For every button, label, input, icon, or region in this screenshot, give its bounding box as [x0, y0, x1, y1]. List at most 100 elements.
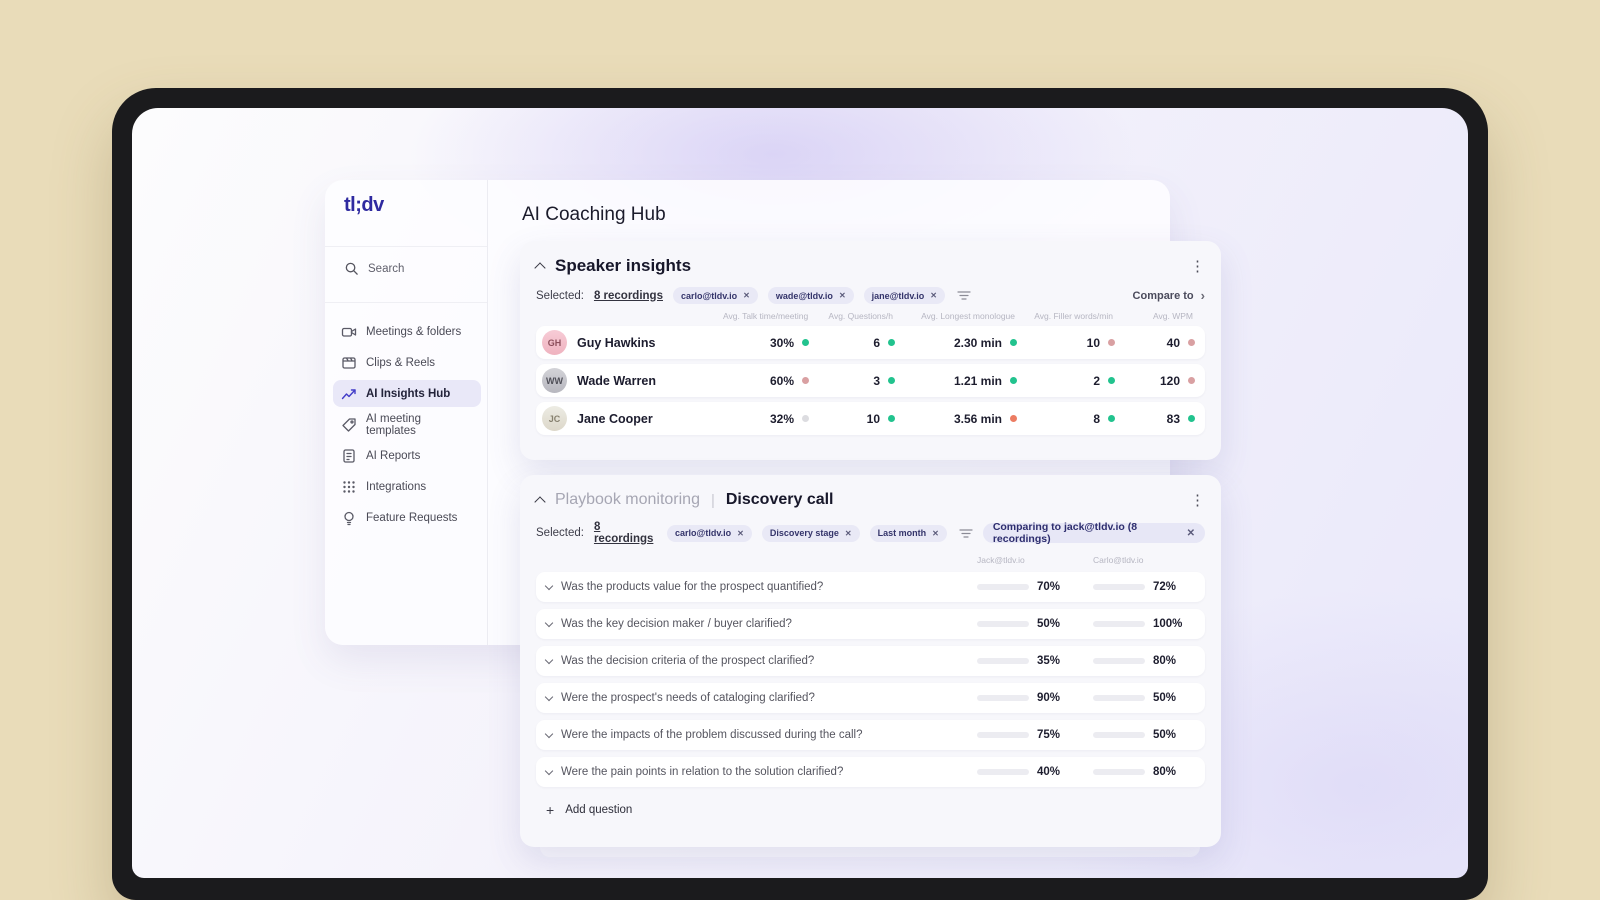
- column-header: Avg. Talk time/meeting: [723, 311, 809, 321]
- status-dot: [1108, 339, 1115, 346]
- sidebar-item-clips-reels[interactable]: Clips & Reels: [333, 349, 481, 376]
- table-row[interactable]: JC Jane Cooper 32% 10 3.56 min 8 83: [536, 402, 1205, 435]
- expand-chevron-icon[interactable]: [544, 729, 554, 738]
- filter-chip[interactable]: Discovery stage ✕: [761, 524, 860, 542]
- expand-chevron-icon[interactable]: [544, 766, 554, 775]
- add-question-button[interactable]: + Add question: [536, 795, 1205, 825]
- percentage-value: 100%: [1153, 618, 1183, 630]
- template-tag-icon: [341, 417, 357, 433]
- percentage-value: 72%: [1153, 581, 1177, 593]
- search-input[interactable]: Search: [344, 261, 404, 276]
- chip-label: jane@tldv.io: [871, 290, 925, 301]
- question-row[interactable]: Were the impacts of the problem discusse…: [536, 720, 1205, 750]
- status-dot: [1010, 377, 1017, 384]
- metric-value: 83: [1166, 411, 1180, 426]
- status-dot: [1108, 415, 1115, 422]
- close-icon[interactable]: ✕: [930, 291, 937, 300]
- question-row[interactable]: Was the key decision maker / buyer clari…: [536, 609, 1205, 639]
- speaker-insights-title: Speaker insights: [555, 256, 692, 275]
- metric-value: 32%: [769, 411, 794, 426]
- expand-chevron-icon[interactable]: [544, 692, 554, 701]
- filter-chip[interactable]: carlo@tldv.io ✕: [672, 287, 758, 304]
- avatar-initials: JC: [548, 413, 561, 424]
- close-icon[interactable]: ✕: [737, 528, 744, 538]
- kebab-menu-icon[interactable]: ⋮: [1190, 491, 1205, 509]
- filter-chip[interactable]: Last month ✕: [869, 524, 947, 542]
- status-dot: [888, 415, 895, 422]
- column-header: Avg. Questions/h: [828, 311, 893, 321]
- status-dot: [1010, 415, 1017, 422]
- metric-value: 60%: [769, 373, 794, 388]
- selected-label: Selected:: [536, 289, 584, 302]
- metric-value: 30%: [769, 335, 794, 350]
- speaker-insights-panel: Speaker insights ⋮ Selected: 8 recording…: [520, 241, 1221, 460]
- question-row[interactable]: Was the products value for the prospect …: [536, 572, 1205, 602]
- selected-count-link[interactable]: 8 recordings: [593, 289, 663, 302]
- progress-bar: [1093, 621, 1145, 627]
- status-dot: [1010, 339, 1017, 346]
- expand-chevron-icon[interactable]: [544, 618, 554, 627]
- question-text: Were the prospect's needs of cataloging …: [561, 692, 815, 704]
- progress-bar: [1093, 584, 1145, 590]
- playbook-header: Playbook monitoring | Discovery call ⋮: [534, 487, 1205, 513]
- column-header: Carlo@tldv.io: [1093, 555, 1144, 565]
- question-row[interactable]: Were the pain points in relation to the …: [536, 757, 1205, 787]
- search-icon: [344, 261, 359, 276]
- question-text: Was the key decision maker / buyer clari…: [561, 618, 792, 630]
- video-camera-icon: [341, 324, 357, 340]
- column-header: Avg. WPM: [1153, 311, 1193, 321]
- question-row[interactable]: Was the decision criteria of the prospec…: [536, 646, 1205, 676]
- report-icon: [341, 448, 357, 464]
- sidebar-item-ai-reports[interactable]: AI Reports: [333, 442, 481, 469]
- collapse-chevron-icon[interactable]: [534, 262, 546, 274]
- progress-bar: [977, 769, 1029, 775]
- metric-value: 1.21 min: [953, 373, 1002, 388]
- speaker-insights-header: Speaker insights ⋮: [534, 253, 1205, 279]
- close-icon[interactable]: ✕: [838, 291, 846, 300]
- filter-chip[interactable]: wade@tldv.io ✕: [767, 287, 854, 304]
- filter-chip[interactable]: jane@tldv.io ✕: [863, 287, 945, 304]
- metric-value: 3.56 min: [953, 411, 1002, 426]
- avatar-initials: GH: [547, 337, 562, 348]
- filter-chip[interactable]: carlo@tldv.io ✕: [667, 524, 752, 542]
- close-icon[interactable]: ✕: [932, 528, 939, 538]
- sidebar-item-feature-requests[interactable]: Feature Requests: [333, 504, 481, 531]
- collapse-chevron-icon[interactable]: [534, 496, 546, 508]
- clapperboard-icon: [341, 355, 357, 371]
- selected-count-link[interactable]: 8 recordings: [593, 521, 654, 545]
- column-header: Jack@tldv.io: [977, 555, 1025, 565]
- chip-label: Last month: [877, 528, 927, 538]
- speaker-name: Wade Warren: [577, 373, 656, 388]
- laptop-screen: tl;dv Search Meeti: [132, 108, 1468, 878]
- lightbulb-icon: [341, 510, 357, 526]
- sidebar-item-ai-meeting-templates[interactable]: AI meeting templates: [333, 411, 481, 438]
- chip-label: Discovery stage: [769, 528, 839, 538]
- expand-chevron-icon[interactable]: [544, 581, 554, 590]
- speaker-filter-row: Selected: 8 recordings carlo@tldv.io ✕ wa…: [536, 287, 1205, 304]
- playbook-title: Discovery call: [725, 491, 834, 508]
- sidebar-item-integrations[interactable]: Integrations: [333, 473, 481, 500]
- comparing-chip[interactable]: Comparing to jack@tldv.io (8 recordings)…: [982, 521, 1205, 545]
- close-icon[interactable]: ✕: [1186, 527, 1195, 539]
- compare-to-button[interactable]: Compare to ›: [1133, 288, 1205, 303]
- percentage-value: 90%: [1037, 692, 1061, 704]
- table-row[interactable]: GH Guy Hawkins 30% 6 2.30 min 10 40: [536, 326, 1205, 359]
- sidebar-item-meetings-folders[interactable]: Meetings & folders: [333, 318, 481, 345]
- expand-chevron-icon[interactable]: [544, 655, 554, 664]
- filter-icon[interactable]: [957, 290, 971, 301]
- close-icon[interactable]: ✕: [844, 528, 852, 538]
- metric-value: 10: [1086, 335, 1100, 350]
- sidebar-item-ai-insights-hub[interactable]: AI Insights Hub: [333, 380, 481, 407]
- progress-bar: [1093, 695, 1145, 701]
- table-row[interactable]: WW Wade Warren 60% 3 1.21 min 2 120: [536, 364, 1205, 397]
- sidebar-item-label: Integrations: [366, 480, 427, 493]
- close-icon[interactable]: ✕: [743, 291, 750, 300]
- divider: [325, 246, 487, 247]
- question-row[interactable]: Were the prospect's needs of cataloging …: [536, 683, 1205, 713]
- kebab-menu-icon[interactable]: ⋮: [1190, 257, 1205, 275]
- filter-icon[interactable]: [959, 528, 973, 539]
- percentage-value: 75%: [1037, 729, 1061, 741]
- chevron-right-icon: ›: [1200, 288, 1205, 303]
- sidebar-item-label: AI Reports: [366, 449, 421, 462]
